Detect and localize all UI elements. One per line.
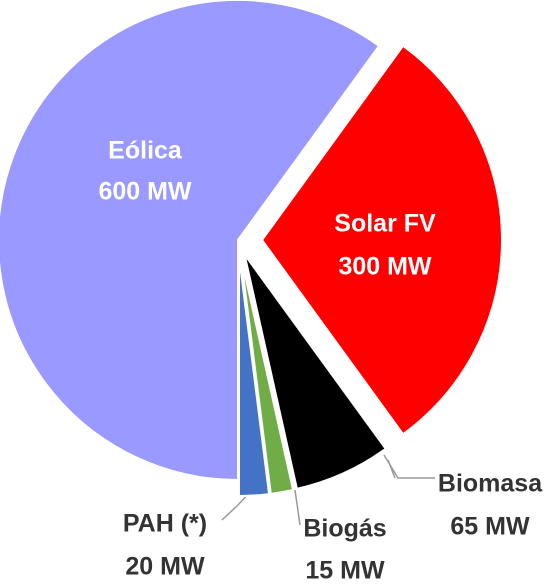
value-label: 15 MW <box>305 557 385 585</box>
value-label: 600 MW <box>98 178 191 206</box>
slice-label: PAH (*) <box>123 510 207 538</box>
value-label: 65 MW <box>450 513 530 541</box>
value-label: 20 MW <box>125 553 205 581</box>
leader-line <box>294 489 301 526</box>
value-label: 300 MW <box>338 253 431 281</box>
pie-slice <box>238 255 271 497</box>
slice-label: Eólica <box>108 137 183 165</box>
slice-label: Solar FV <box>334 210 436 238</box>
pie-slice <box>0 0 381 482</box>
pie-slice <box>243 253 388 490</box>
pie-slice <box>260 44 503 436</box>
leader-line <box>383 454 435 479</box>
slice-label: Biogás <box>303 515 386 543</box>
slice-label: Biomasa <box>438 470 543 498</box>
pie-slice <box>239 255 295 495</box>
